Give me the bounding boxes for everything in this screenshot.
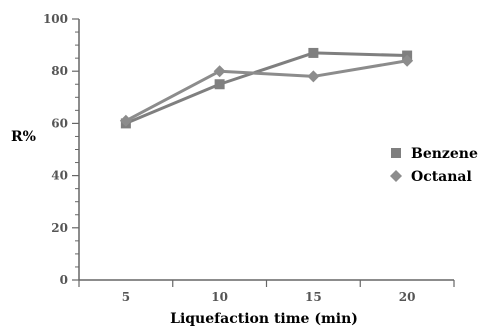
y-tick-label: 60	[51, 116, 68, 130]
series-line-octanal	[125, 59, 408, 123]
x-tick-label: 10	[211, 290, 228, 304]
series-layer	[119, 47, 414, 129]
x-tick-label: 20	[399, 290, 416, 304]
y-tick-label: 100	[43, 12, 68, 26]
legend-label-octanal: Octanal	[411, 169, 472, 185]
x-tick-label: 15	[305, 290, 322, 304]
y-axis-ticks: 0 20 40 60 80 100	[43, 12, 79, 287]
series-line-benzene	[125, 51, 408, 125]
legend-label-benzene: Benzene	[411, 146, 478, 162]
data-point-octanal	[213, 65, 226, 78]
y-tick-label: 0	[60, 273, 68, 287]
x-axis-title: Liquefaction time (min)	[170, 311, 358, 327]
data-point-benzene	[214, 79, 225, 90]
data-point-octanal	[307, 70, 320, 83]
y-axis-title: R%	[11, 129, 36, 145]
legend-marker-benzene	[391, 148, 401, 158]
x-axis-ticks: 5 10 15 20	[78, 280, 455, 304]
y-tick-label: 40	[51, 169, 68, 183]
y-tick-label: 80	[51, 64, 68, 78]
x-tick-label: 5	[122, 290, 130, 304]
data-point-octanal	[119, 114, 132, 127]
legend: Benzene Octanal	[390, 146, 478, 185]
legend-marker-octanal	[390, 170, 402, 182]
data-point-octanal	[401, 54, 414, 67]
data-point-benzene	[308, 47, 319, 58]
y-tick-label: 20	[51, 221, 68, 235]
